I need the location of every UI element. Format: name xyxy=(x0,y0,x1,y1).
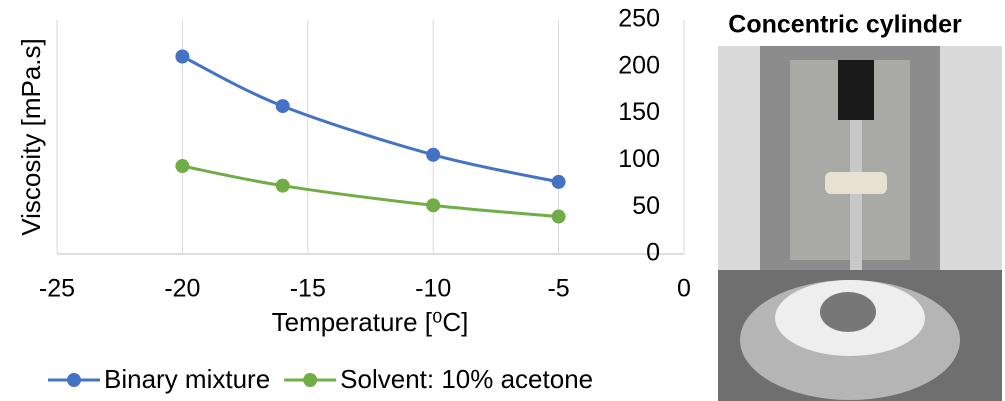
y-tick-label: 0 xyxy=(646,239,660,267)
data-point xyxy=(275,178,290,193)
photo xyxy=(718,46,1002,401)
legend-label: Binary mixture xyxy=(104,364,270,394)
series-line xyxy=(182,164,559,219)
x-tick-label: -25 xyxy=(39,275,75,303)
photo-spindle xyxy=(838,60,874,120)
legend-marker xyxy=(67,373,81,387)
data-point xyxy=(175,49,190,64)
data-point xyxy=(426,198,441,213)
photo-cylinder xyxy=(825,172,887,194)
data-point xyxy=(275,99,290,114)
y-tick-label: 200 xyxy=(618,51,660,79)
y-tick-label: 250 xyxy=(618,5,660,33)
y-axis-title: Viscosity [mPa.s] xyxy=(16,38,46,235)
y-tick-label: 50 xyxy=(632,192,660,220)
x-tick-label: -10 xyxy=(415,275,451,303)
photo-shaft xyxy=(850,120,862,270)
photo-cup xyxy=(820,292,876,332)
x-tick-label: 0 xyxy=(677,275,691,303)
data-point xyxy=(426,147,441,162)
data-point xyxy=(551,174,566,189)
legend-marker xyxy=(303,373,318,387)
photo-title: Concentric cylinder xyxy=(728,11,962,39)
legend-label: Solvent: 10% acetone xyxy=(340,364,593,394)
x-tick-label: -5 xyxy=(547,275,569,303)
data-point xyxy=(551,209,566,224)
data-point xyxy=(175,159,190,174)
series-line xyxy=(181,55,559,184)
x-tick-label: -20 xyxy=(164,275,200,303)
y-tick-label: 100 xyxy=(618,145,660,173)
y-tick-label: 150 xyxy=(618,98,660,126)
x-tick-label: -15 xyxy=(290,275,326,303)
x-axis-title: Temperature [⁰C] xyxy=(272,307,469,337)
